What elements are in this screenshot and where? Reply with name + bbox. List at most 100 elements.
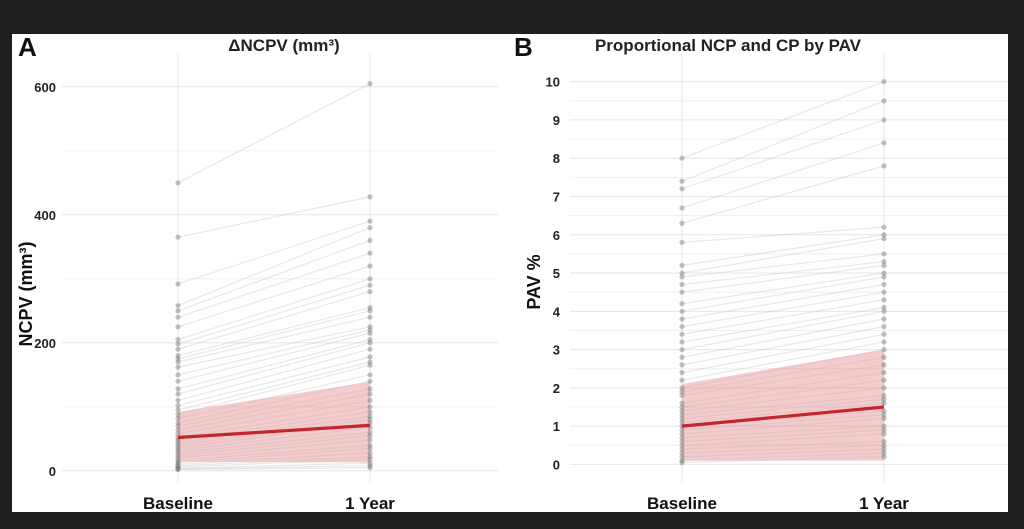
panel-a-subject-point-1year [367, 460, 373, 466]
panel-a-title: ΔNCPV (mm³) [228, 36, 339, 55]
panel-a-subject-point-baseline [175, 455, 181, 461]
panel-b-subject-line [681, 379, 885, 408]
panel-b-subject-point-baseline [679, 155, 685, 161]
panel-b-subject-line [681, 326, 885, 366]
panel-b-subject-line [681, 452, 885, 462]
panel-b-subject-layer [679, 79, 887, 466]
panel-a-subject-line [177, 356, 371, 407]
panel-b-subject-point-1year [881, 274, 887, 280]
panel-b-x-ticks: Baseline 1 Year [647, 494, 909, 512]
panel-a-subject-point-1year [367, 218, 373, 224]
panel-a-subject-line [177, 342, 371, 395]
panel-a-subject-point-1year [367, 194, 373, 200]
panel-a-subject-line [177, 316, 371, 363]
panel-a-subject-point-baseline [175, 461, 181, 467]
panel-b-subject-line [681, 238, 885, 274]
panel-b-subject-line [681, 306, 885, 343]
panel-a-subject-line [177, 406, 371, 439]
panel-a-mean-layer [177, 423, 371, 440]
panel-b-subject-point-1year [881, 362, 887, 368]
panel-b-subject-point-1year [881, 412, 887, 418]
panel-a-subject-point-baseline [175, 397, 181, 403]
panel-a-subject-line [177, 220, 371, 285]
panel-a-subject-point-baseline [175, 364, 181, 370]
panel-a-subject-point-baseline [175, 303, 181, 309]
panel-a-confidence-band [178, 381, 370, 463]
panel-b-subject-line [681, 276, 885, 312]
panel-b-grid [570, 54, 1008, 482]
panel-b-subject-point-1year [881, 232, 887, 238]
panel-a-subject-point-1year [367, 354, 373, 360]
panel-a-subject-point-1year [367, 372, 373, 378]
panel-a-subject-line [177, 465, 371, 470]
panel-b-subject-point-baseline [679, 450, 685, 456]
panel-b-subject-point-1year [881, 79, 887, 85]
panel-a-subject-point-baseline [175, 463, 181, 469]
panel-b-subject-point-baseline [679, 408, 685, 414]
panel-b-subject-point-baseline [679, 404, 685, 410]
panel-b-subject-line [681, 142, 885, 209]
panel-a-subject-line [177, 227, 371, 307]
panel-a-letter: A [18, 34, 37, 62]
panel-a-subject-point-baseline [175, 378, 181, 384]
panel-b-subject-line [681, 429, 885, 443]
panel-b-subject-point-baseline [679, 289, 685, 295]
panel-b-subject-point-baseline [679, 377, 685, 383]
panel-b-subject-line [681, 81, 885, 159]
panel-b-y-tick-label: 7 [553, 189, 560, 204]
panel-b-ribbon-layer [682, 349, 884, 461]
panel-a-subject-line [177, 380, 371, 424]
panel-a-subject-point-baseline [175, 411, 181, 418]
panel-b-x-tick-label: 1 Year [859, 494, 909, 512]
panel-b-subject-line [681, 341, 885, 381]
panel-b-subject-point-baseline [679, 239, 685, 246]
panel-a-subject-line [177, 332, 371, 382]
panel-b-subject-point-baseline [679, 339, 685, 345]
panel-b-subject-point-baseline [679, 354, 685, 360]
panel-b-subject-point-1year [881, 117, 887, 123]
panel-b-subject-line [681, 226, 885, 244]
panel-a-subject-line [177, 252, 371, 318]
panel-a-subject-point-baseline [175, 452, 181, 459]
panel-a-subject-point-1year [367, 237, 373, 243]
panel-a-subject-point-baseline [175, 281, 181, 287]
panel-a-subject-line [177, 458, 371, 468]
panel-b-subject-point-1year [881, 339, 887, 345]
panel-b-subject-line [681, 440, 885, 450]
panel-b-subject-point-1year [881, 304, 887, 311]
panel-b-subject-point-1year [881, 281, 887, 288]
panel-a-subject-point-1year [367, 362, 373, 368]
panel-b-subject-line [681, 417, 885, 435]
panel-a-mean-line [177, 423, 371, 440]
panel-b-subject-line [681, 398, 885, 420]
panel-b-subject-point-1year [881, 369, 887, 376]
panel-a-subject-point-baseline [175, 391, 181, 397]
panel-a-subject-point-baseline [175, 180, 181, 186]
panel-b-subject-line [681, 264, 885, 293]
panel-a-subject-line [177, 339, 371, 390]
panel-b-subject-point-baseline [679, 442, 685, 448]
panel-b-y-tick-label: 10 [546, 75, 560, 90]
panel-a-subject-point-1year [367, 463, 373, 469]
panel-a-y-ticks: 0 200 400 600 [34, 80, 56, 479]
panel-a-x-tick-label: 1 Year [345, 494, 395, 512]
panel-a-subject-point-1year [367, 225, 373, 231]
panel-b-subject-point-1year [881, 346, 887, 353]
panel-a-subject-line [177, 329, 371, 376]
panel-b-subject-line [681, 100, 885, 182]
panel-b-subject-point-1year [881, 438, 887, 445]
panel-b-subject-point-1year [881, 270, 887, 276]
panel-a-subject-point-1year [367, 250, 373, 256]
panel-a-y-tick-label: 400 [34, 208, 56, 223]
panel-b-subject-line [681, 402, 885, 423]
panel-a-subject-line [177, 393, 371, 431]
panel-a-x-ticks: Baseline 1 Year [143, 494, 395, 512]
panel-b-y-axis-label: PAV % [524, 254, 544, 309]
panel-b-subject-point-1year [881, 450, 887, 456]
panel-a-subject-point-1year [367, 337, 373, 343]
panel-b-subject-line [681, 119, 885, 190]
panel-b-subject-line [681, 299, 885, 335]
panel-a-subject-point-baseline [175, 457, 181, 464]
panel-a-subject-line [177, 452, 371, 465]
panel-b-subject-line [681, 387, 885, 412]
